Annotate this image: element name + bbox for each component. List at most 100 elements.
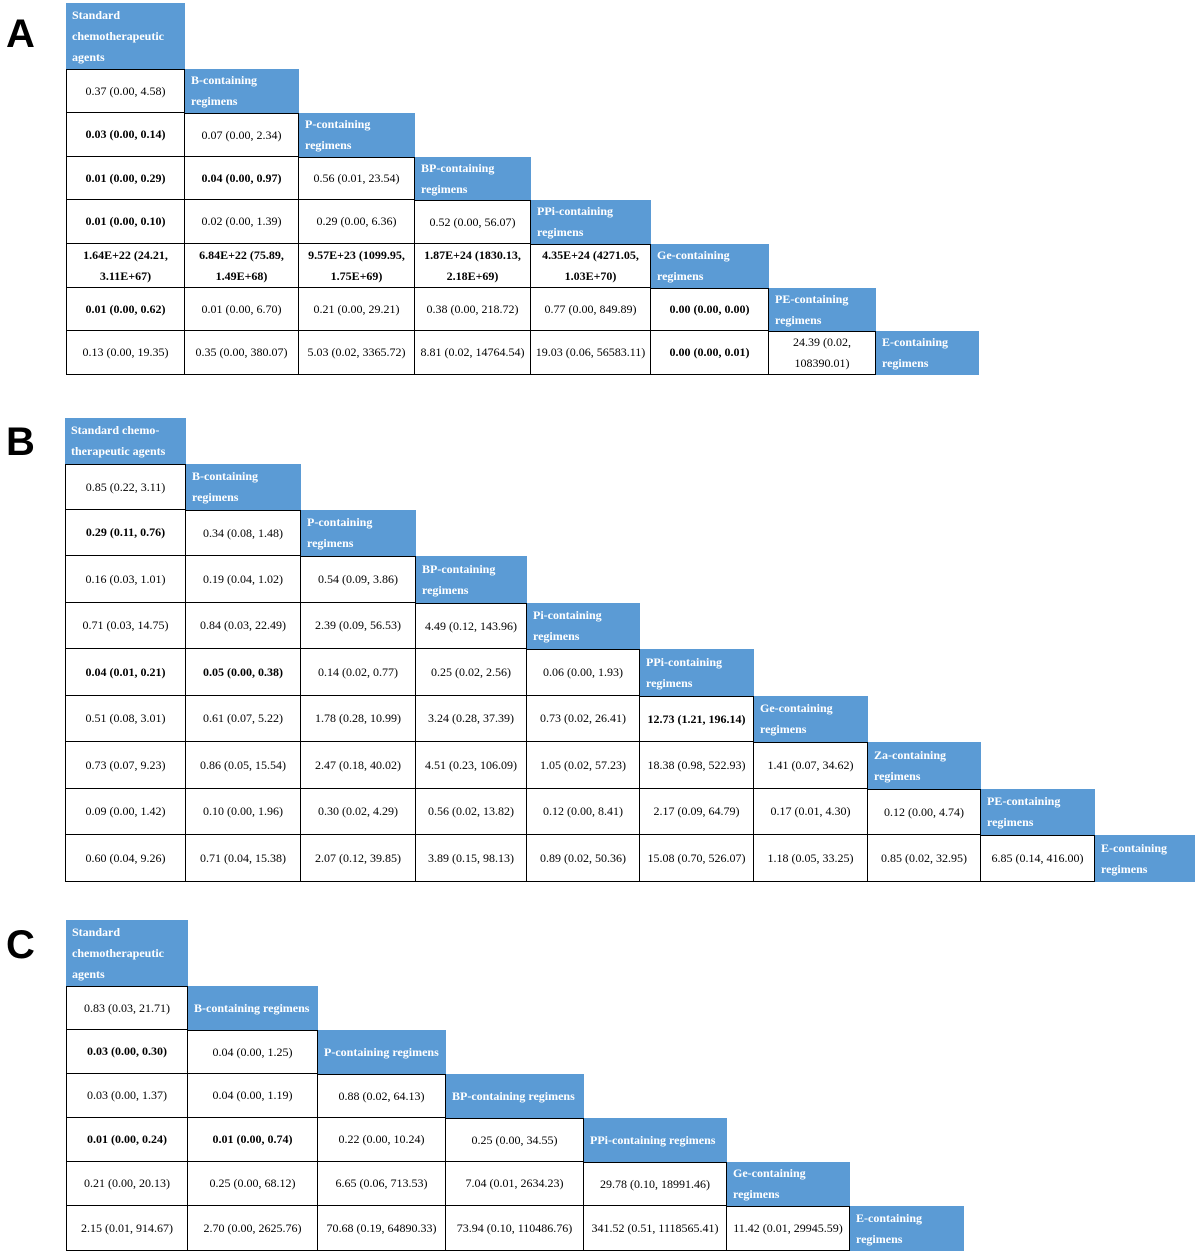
comparison-cell: 18.38 (0.98, 522.93): [640, 742, 754, 789]
comparison-cell: 0.25 (0.02, 2.56): [416, 649, 527, 696]
comparison-cell: 0.52 (0.00, 56.07): [415, 200, 531, 244]
panel-label: C: [6, 923, 35, 967]
comparison-cell: 0.13 (0.00, 19.35): [66, 331, 185, 375]
comparison-cell: 9.57E+23 (1099.95, 1.75E+69): [299, 244, 415, 288]
comparison-cell: 0.25 (0.00, 68.12): [188, 1162, 318, 1206]
comparison-cell: 7.04 (0.01, 2634.23): [446, 1162, 584, 1206]
comparison-cell: 73.94 (0.10, 110486.76): [446, 1206, 584, 1251]
regimen-header: PPi-containing regimens: [531, 200, 651, 244]
comparison-cell: 4.35E+24 (4271.05, 1.03E+70): [531, 244, 651, 288]
comparison-cell: 0.01 (0.00, 0.62): [66, 288, 185, 331]
comparison-cell: 0.51 (0.08, 3.01): [65, 696, 186, 742]
comparison-cell: 1.41 (0.07, 34.62): [754, 742, 868, 789]
comparison-cell: 0.02 (0.00, 1.39): [185, 200, 299, 244]
regimen-header: Standard chemotherapeutic agents: [66, 920, 188, 986]
comparison-cell: 4.49 (0.12, 143.96): [416, 603, 527, 649]
panel-label: A: [6, 12, 35, 56]
comparison-cell: 3.89 (0.15, 98.13): [416, 835, 527, 882]
comparison-cell: 0.01 (0.00, 0.24): [66, 1118, 188, 1162]
comparison-cell: 341.52 (0.51, 1118565.41): [584, 1206, 727, 1251]
comparison-cell: 0.34 (0.08, 1.48): [186, 510, 301, 556]
regimen-header: E-containing regimens: [850, 1206, 964, 1251]
comparison-cell: 2.07 (0.12, 39.85): [301, 835, 416, 882]
comparison-cell: 24.39 (0.02, 108390.01): [769, 331, 876, 375]
comparison-cell: 5.03 (0.02, 3365.72): [299, 331, 415, 375]
comparison-cell: 0.85 (0.02, 32.95): [868, 835, 981, 882]
comparison-cell: 70.68 (0.19, 64890.33): [318, 1206, 446, 1251]
comparison-cell: 3.24 (0.28, 37.39): [416, 696, 527, 742]
regimen-header: Ge-containing regimens: [651, 244, 769, 288]
comparison-cell: 0.85 (0.22, 3.11): [65, 464, 186, 510]
comparison-cell: 0.04 (0.00, 1.25): [188, 1030, 318, 1074]
comparison-cell: 0.83 (0.03, 21.71): [66, 986, 188, 1030]
comparison-cell: 0.77 (0.00, 849.89): [531, 288, 651, 331]
comparison-cell: 0.21 (0.00, 20.13): [66, 1162, 188, 1206]
comparison-cell: 0.25 (0.00, 34.55): [446, 1118, 584, 1162]
comparison-cell: 0.37 (0.00, 4.58): [66, 69, 185, 113]
comparison-cell: 0.03 (0.00, 0.14): [66, 113, 185, 157]
comparison-cell: 0.88 (0.02, 64.13): [318, 1074, 446, 1118]
comparison-cell: 8.81 (0.02, 14764.54): [415, 331, 531, 375]
regimen-header: BP-containing regimens: [446, 1074, 584, 1118]
comparison-cell: 0.73 (0.07, 9.23): [65, 742, 186, 789]
comparison-cell: 0.14 (0.02, 0.77): [301, 649, 416, 696]
regimen-header: Standard chemo-therapeutic agents: [65, 418, 186, 464]
comparison-cell: 0.17 (0.01, 4.30): [754, 789, 868, 835]
regimen-header: B-containing regimens: [185, 69, 299, 113]
comparison-cell: 0.73 (0.02, 26.41): [527, 696, 640, 742]
comparison-cell: 29.78 (0.10, 18991.46): [584, 1162, 727, 1206]
regimen-header: B-containing regimens: [186, 464, 301, 510]
comparison-cell: 1.18 (0.05, 33.25): [754, 835, 868, 882]
comparison-cell: 0.56 (0.02, 13.82): [416, 789, 527, 835]
regimen-header: Za-containing regimens: [868, 742, 981, 789]
comparison-cell: 0.00 (0.00, 0.00): [651, 288, 769, 331]
comparison-cell: 0.29 (0.11, 0.76): [65, 510, 186, 556]
regimen-header: PPi-containing regimens: [640, 649, 754, 696]
comparison-cell: 0.04 (0.01, 0.21): [65, 649, 186, 696]
comparison-cell: 1.64E+22 (24.21, 3.11E+67): [66, 244, 185, 288]
regimen-header: E-containing regimens: [1095, 835, 1195, 882]
regimen-header: P-containing regimens: [301, 510, 416, 556]
regimen-header: PE-containing regimens: [769, 288, 876, 331]
comparison-cell: 0.89 (0.02, 50.36): [527, 835, 640, 882]
comparison-cell: 0.05 (0.00, 0.38): [186, 649, 301, 696]
comparison-cell: 6.65 (0.06, 713.53): [318, 1162, 446, 1206]
comparison-cell: 0.01 (0.00, 6.70): [185, 288, 299, 331]
comparison-cell: 0.10 (0.00, 1.96): [186, 789, 301, 835]
regimen-header: PPi-containing regimens: [584, 1118, 727, 1162]
regimen-header: P-containing regimens: [299, 113, 415, 157]
regimen-header: E-containing regimens: [876, 331, 979, 375]
comparison-cell: 0.35 (0.00, 380.07): [185, 331, 299, 375]
comparison-cell: 0.38 (0.00, 218.72): [415, 288, 531, 331]
comparison-cell: 2.17 (0.09, 64.79): [640, 789, 754, 835]
regimen-header: Pi-containing regimens: [527, 603, 640, 649]
comparison-cell: 2.39 (0.09, 56.53): [301, 603, 416, 649]
comparison-cell: 2.15 (0.01, 914.67): [66, 1206, 188, 1251]
comparison-cell: 0.03 (0.00, 0.30): [66, 1030, 188, 1074]
comparison-cell: 0.01 (0.00, 0.10): [66, 200, 185, 244]
comparison-cell: 0.60 (0.04, 9.26): [65, 835, 186, 882]
comparison-cell: 0.54 (0.09, 3.86): [301, 556, 416, 603]
comparison-cell: 12.73 (1.21, 196.14): [640, 696, 754, 742]
comparison-cell: 6.84E+22 (75.89, 1.49E+68): [185, 244, 299, 288]
comparison-cell: 4.51 (0.23, 106.09): [416, 742, 527, 789]
comparison-cell: 0.16 (0.03, 1.01): [65, 556, 186, 603]
comparison-cell: 2.47 (0.18, 40.02): [301, 742, 416, 789]
comparison-cell: 19.03 (0.06, 56583.11): [531, 331, 651, 375]
comparison-cell: 0.09 (0.00, 1.42): [65, 789, 186, 835]
comparison-cell: 0.71 (0.03, 14.75): [65, 603, 186, 649]
comparison-cell: 0.04 (0.00, 1.19): [188, 1074, 318, 1118]
comparison-cell: 0.01 (0.00, 0.29): [66, 157, 185, 200]
regimen-header: P-containing regimens: [318, 1030, 446, 1074]
comparison-cell: 1.05 (0.02, 57.23): [527, 742, 640, 789]
comparison-cell: 0.01 (0.00, 0.74): [188, 1118, 318, 1162]
regimen-header: BP-containing regimens: [415, 157, 531, 200]
panel-label: B: [6, 420, 35, 464]
regimen-header: Standard chemotherapeutic agents: [66, 3, 185, 69]
comparison-cell: 15.08 (0.70, 526.07): [640, 835, 754, 882]
comparison-cell: 0.86 (0.05, 15.54): [186, 742, 301, 789]
comparison-cell: 0.29 (0.00, 6.36): [299, 200, 415, 244]
comparison-cell: 0.12 (0.00, 8.41): [527, 789, 640, 835]
comparison-cell: 0.22 (0.00, 10.24): [318, 1118, 446, 1162]
comparison-cell: 0.00 (0.00, 0.01): [651, 331, 769, 375]
